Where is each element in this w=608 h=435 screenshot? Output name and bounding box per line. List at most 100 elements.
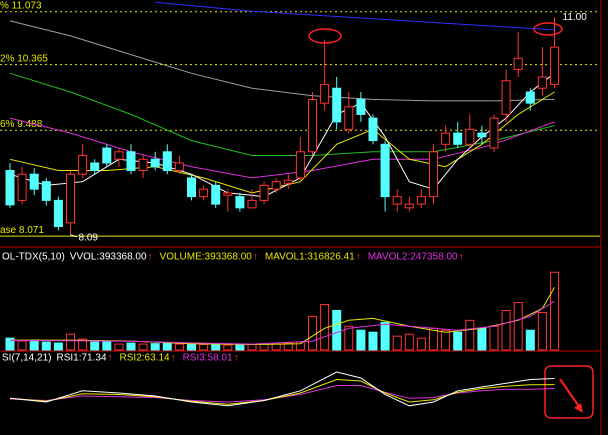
volume-bar xyxy=(5,337,15,351)
volume-bar xyxy=(283,342,293,351)
legend-arrow: ↑ xyxy=(171,353,176,364)
volume-bar xyxy=(41,341,51,351)
volume-bar xyxy=(223,344,233,351)
volume-bar xyxy=(537,311,547,351)
volume-bar xyxy=(102,340,112,351)
candle-body xyxy=(174,162,184,171)
volume-bar xyxy=(199,343,209,351)
low-label: 8.09 xyxy=(79,232,99,243)
line-series xyxy=(9,378,555,405)
candle-body xyxy=(90,162,100,171)
candle-body xyxy=(66,173,75,224)
candle-body xyxy=(525,91,535,104)
volume-bar xyxy=(525,329,535,351)
candle-body xyxy=(332,87,342,123)
legend-arrow: ↑ xyxy=(253,252,258,263)
volume-bar xyxy=(235,343,245,351)
candle-body xyxy=(344,106,354,130)
volume-bar xyxy=(17,340,27,351)
legend-label: RSI2:63.14 xyxy=(120,353,170,364)
volume-bar xyxy=(441,329,451,351)
candle-body xyxy=(211,184,221,205)
candle-body xyxy=(53,199,63,228)
candle-body xyxy=(308,98,317,153)
candle-body xyxy=(162,151,172,171)
candle-body xyxy=(453,132,463,145)
legend-label: MAVOL1:316826.41 xyxy=(265,252,355,263)
legend-arrow: ↑ xyxy=(234,353,239,364)
down-arrow-head xyxy=(574,403,583,413)
volume-bar xyxy=(513,302,523,351)
candle-body xyxy=(392,196,402,205)
candle-body xyxy=(138,158,148,171)
legend-arrow: ↑ xyxy=(459,252,464,263)
volume-bar xyxy=(29,339,39,351)
candle-body xyxy=(235,196,245,209)
candle-body xyxy=(465,128,475,145)
candle-body xyxy=(368,117,378,142)
volume-bar xyxy=(550,271,559,351)
candle-body xyxy=(29,173,39,190)
candle-body xyxy=(441,132,451,145)
highlight-box xyxy=(544,365,594,419)
volume-bar xyxy=(66,333,75,351)
candle-body xyxy=(320,83,330,104)
line-series xyxy=(9,385,555,403)
candle-body xyxy=(501,80,511,115)
legend-arrow: ↑ xyxy=(148,252,153,263)
volume-bar xyxy=(380,321,390,351)
candle-body xyxy=(247,199,257,209)
legend-label: RSI1:71.34 xyxy=(56,353,106,364)
legend-label: RSI3:58.01 xyxy=(183,353,233,364)
line-series xyxy=(155,1,555,31)
candle-body xyxy=(404,203,414,209)
candle-body xyxy=(199,188,209,198)
candle-body xyxy=(187,177,196,198)
candle-body xyxy=(295,151,305,179)
volume-bar xyxy=(404,333,414,351)
volume-bar xyxy=(211,343,221,351)
candle-body xyxy=(356,98,366,115)
candle-body xyxy=(150,158,160,168)
candle-body xyxy=(5,169,15,206)
candle-body xyxy=(283,179,293,184)
candle-body xyxy=(102,147,112,164)
volume-bar xyxy=(53,342,63,351)
legend-arrow: ↑ xyxy=(108,353,113,364)
legend-label: VOLUME:393368.00 xyxy=(160,252,253,263)
volume-bar xyxy=(489,325,499,351)
level-label: ase 8.071 xyxy=(0,225,44,236)
candle-body xyxy=(114,151,124,160)
legend-label: MAVOL2:247358.00 xyxy=(368,252,458,263)
volume-bar xyxy=(429,327,438,351)
volume-bar xyxy=(174,343,184,351)
candle-body xyxy=(380,143,390,198)
candle-body xyxy=(259,184,269,201)
candle-body xyxy=(489,117,499,149)
volume-bar xyxy=(453,331,463,351)
level-label: % 11.073 xyxy=(0,0,42,11)
level-label: 2% 10.365 xyxy=(0,53,48,64)
candle-body xyxy=(513,57,523,71)
legend-label: SI(7,14,21) xyxy=(2,353,51,364)
volume-bar xyxy=(356,329,366,351)
candle-body xyxy=(271,181,281,190)
volume-bar xyxy=(150,343,160,351)
volume-bar xyxy=(162,342,172,351)
candle-body xyxy=(477,132,487,138)
volume-bar xyxy=(416,337,426,351)
down-arrow xyxy=(559,378,581,409)
candle-body xyxy=(17,173,27,201)
candle-body xyxy=(223,192,233,196)
volume-bar xyxy=(138,343,148,351)
candle-body xyxy=(429,151,438,198)
legend-label: OL-TDX(5,10) xyxy=(2,252,65,263)
volume-bar xyxy=(114,343,124,351)
legend-label: VVOL:393368.00 xyxy=(70,252,147,263)
candle-body xyxy=(126,151,136,171)
line-series xyxy=(9,20,555,102)
volume-bar xyxy=(78,338,88,351)
low-pointer xyxy=(70,234,77,238)
volume-bar xyxy=(271,343,281,351)
